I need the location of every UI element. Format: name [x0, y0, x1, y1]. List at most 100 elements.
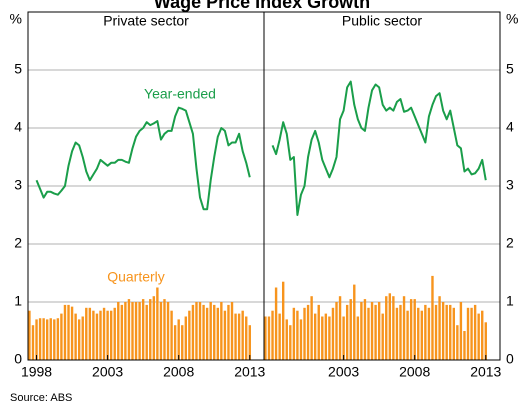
bar	[438, 296, 441, 360]
bar	[67, 304, 70, 360]
chart-title: Wage Price Index Growth	[154, 0, 370, 12]
bar	[317, 304, 320, 360]
y-tick-label: 4	[14, 119, 22, 135]
bar	[431, 275, 434, 360]
bar	[198, 302, 202, 360]
bar	[402, 296, 406, 360]
x-tick-label: 2008	[399, 364, 430, 380]
bar	[278, 313, 281, 360]
bar	[149, 299, 152, 360]
bar	[156, 287, 159, 360]
bar	[452, 307, 455, 360]
y-tick-label: 3	[506, 177, 514, 193]
bar	[427, 307, 431, 360]
bar	[388, 293, 392, 360]
bar	[127, 299, 131, 360]
bar	[406, 310, 409, 360]
y-tick-label: 2	[506, 235, 514, 251]
series-label: Year-ended	[144, 86, 216, 102]
bar	[374, 304, 377, 360]
bar	[131, 302, 134, 360]
bar	[342, 316, 345, 360]
y-axis-unit: %	[10, 11, 22, 27]
y-tick-label: 1	[14, 293, 22, 309]
bar	[392, 296, 395, 360]
y-axis-unit: %	[506, 11, 518, 27]
bar	[345, 304, 349, 360]
bar	[399, 304, 402, 360]
bar	[420, 310, 424, 360]
panel-title: Private sector	[103, 13, 189, 29]
bar	[202, 304, 205, 360]
bar	[241, 310, 244, 360]
bar	[281, 281, 285, 360]
bar	[63, 304, 67, 360]
bar	[81, 316, 84, 360]
bar	[245, 316, 248, 360]
bar	[267, 316, 271, 360]
bar	[49, 318, 52, 360]
bar	[360, 302, 363, 360]
bar	[409, 299, 413, 360]
bar	[170, 310, 173, 360]
bar	[477, 313, 480, 360]
x-tick-label: 2008	[163, 364, 194, 380]
x-tick-label: 2003	[328, 364, 359, 380]
y-tick-label: 0	[14, 351, 22, 367]
bar	[223, 310, 227, 360]
bar	[28, 310, 31, 360]
bar	[152, 296, 156, 360]
bar	[484, 322, 487, 360]
bar	[184, 316, 188, 360]
bar	[85, 307, 88, 360]
bar	[367, 307, 370, 360]
x-tick-label: 2013	[470, 364, 501, 380]
bar	[449, 304, 452, 360]
line	[35, 106, 251, 211]
bar	[456, 325, 459, 360]
x-tick-label: 1998	[21, 364, 52, 380]
bar	[70, 306, 74, 360]
line	[271, 80, 487, 216]
bar	[106, 310, 109, 360]
bar	[166, 302, 170, 360]
bar	[296, 310, 299, 360]
bar	[102, 307, 106, 360]
bar	[234, 313, 237, 360]
bar	[459, 302, 463, 360]
panel-title: Public sector	[342, 13, 422, 29]
bar	[274, 287, 278, 360]
bar	[95, 313, 99, 360]
bar	[117, 302, 120, 360]
bar	[99, 310, 102, 360]
bar	[417, 307, 420, 360]
bar	[377, 302, 381, 360]
bar	[463, 331, 466, 360]
bar	[77, 319, 81, 360]
bar	[191, 304, 195, 360]
bar	[173, 325, 177, 360]
bar	[306, 304, 310, 360]
bar	[285, 319, 288, 360]
bar	[31, 325, 35, 360]
bar	[88, 307, 92, 360]
y-tick-label: 1	[506, 293, 514, 309]
bar	[237, 313, 241, 360]
bar	[370, 302, 374, 360]
bar	[181, 325, 184, 360]
series-label: Quarterly	[107, 269, 165, 285]
bar	[356, 316, 360, 360]
y-tick-label: 2	[14, 235, 22, 251]
bar	[92, 310, 95, 360]
bar	[424, 304, 427, 360]
bar	[120, 304, 124, 360]
bar	[395, 307, 399, 360]
bar	[74, 313, 77, 360]
bar	[321, 316, 324, 360]
bar	[434, 304, 438, 360]
bar	[353, 284, 356, 360]
bar	[473, 304, 477, 360]
bar	[163, 299, 166, 360]
bar	[445, 304, 448, 360]
bar	[289, 325, 292, 360]
